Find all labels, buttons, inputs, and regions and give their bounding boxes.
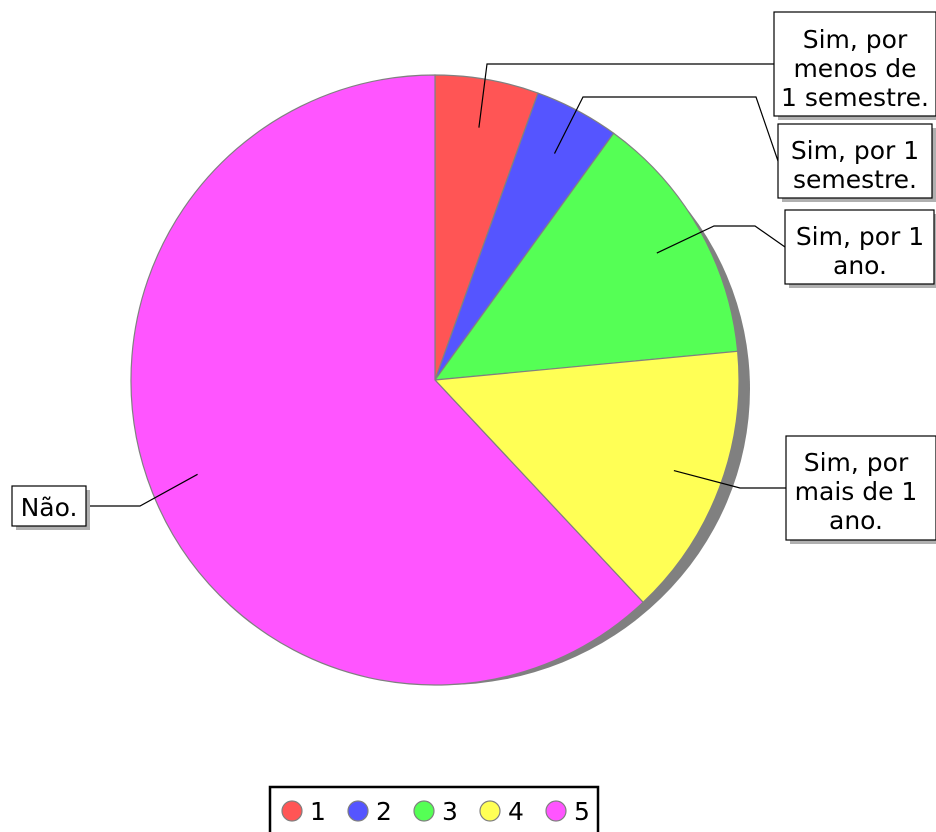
- legend-label: 3: [442, 797, 458, 826]
- legend-swatch: [545, 800, 567, 822]
- callout-label-line: ano.: [833, 251, 887, 280]
- callout-label-line: semestre.: [793, 165, 917, 194]
- legend-entry-2: 2: [347, 797, 392, 826]
- legend-label: 5: [574, 797, 590, 826]
- callout-5: Não.: [11, 485, 90, 530]
- callout-box: [11, 485, 87, 527]
- callout-leader-1: [478, 63, 774, 128]
- legend-swatch: [479, 800, 501, 822]
- callout-leaders: [86, 63, 786, 507]
- legend-label: 1: [310, 797, 326, 826]
- legend-swatch: [413, 800, 435, 822]
- callout-label-line: menos de: [793, 54, 916, 83]
- callout-label-line: mais de 1: [795, 477, 918, 506]
- legend-label: 2: [376, 797, 392, 826]
- legend-entry-5: 5: [545, 797, 590, 826]
- callout-box: [773, 11, 936, 117]
- legend-label: 4: [508, 797, 524, 826]
- callout-leader-4: [673, 469, 786, 489]
- callout-leader-3: [656, 225, 786, 254]
- legend-entry-1: 1: [281, 797, 326, 826]
- callout-label-line: Sim, por 1: [796, 222, 924, 251]
- pie-slice-3: [433, 132, 739, 381]
- callout-label-line: Sim, por: [803, 25, 908, 54]
- callout-label-line: ano.: [829, 506, 883, 535]
- callout-label-line: Não.: [21, 493, 78, 522]
- legend-swatch: [347, 800, 369, 822]
- callout-box: [784, 209, 935, 285]
- callout-box: [777, 123, 933, 199]
- callout-box: [785, 435, 936, 541]
- pie-slice-5: [130, 74, 644, 686]
- callout-label-line: Sim, por 1: [791, 136, 919, 165]
- legend-entry-3: 3: [413, 797, 458, 826]
- legend-box: [268, 785, 600, 832]
- callout-label-line: 1 semestre.: [781, 83, 929, 112]
- legend: 1 2 3 4 5: [268, 785, 600, 832]
- callout-label-line: Sim, por: [804, 448, 909, 477]
- callout-leader-5: [86, 473, 198, 507]
- legend-swatch: [281, 800, 303, 822]
- pie-slice-4: [433, 350, 740, 604]
- callout-leader-2: [553, 96, 779, 162]
- legend-entry-4: 4: [479, 797, 524, 826]
- pie-slices: [130, 74, 740, 686]
